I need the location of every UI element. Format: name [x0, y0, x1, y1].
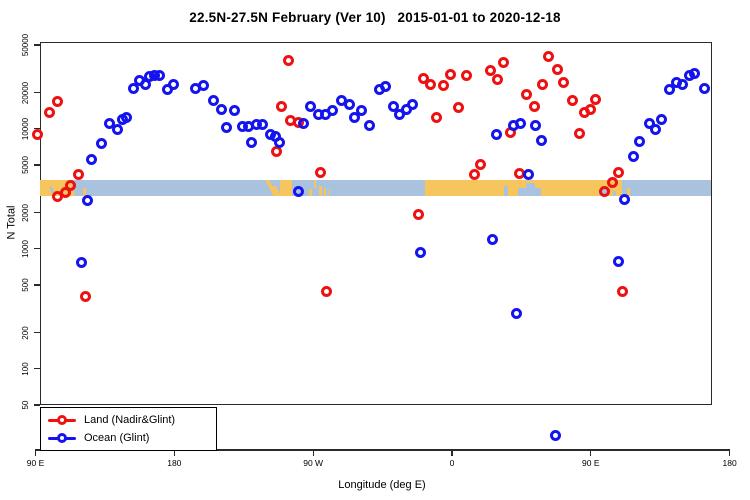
x-tick-label: 90 E: [26, 458, 45, 468]
legend-box: Land (Nadir&Glint) Ocean (Glint): [40, 407, 217, 451]
legend-item-ocean: Ocean (Glint): [48, 430, 216, 446]
y-tick-label: 200: [21, 326, 30, 340]
x-axis-line: [35, 449, 730, 452]
y-tick-label: 500: [21, 278, 30, 292]
y-tick-label: 20000: [21, 81, 30, 104]
x-tick-label: 90 W: [303, 458, 324, 468]
x-tick-label: 180: [167, 458, 182, 468]
plot-area: [40, 42, 712, 405]
y-tick-label: 100: [21, 362, 30, 376]
ocean-data-point: [549, 429, 561, 441]
x-tick-label: 0: [449, 458, 455, 468]
x-tick-label: 180: [722, 458, 737, 468]
legend-label-land: Land (Nadir&Glint): [84, 414, 176, 426]
y-tick-label: 10000: [21, 117, 30, 140]
chart-title: 22.5N-27.5N February (Ver 10) 2015-01-01…: [189, 10, 561, 25]
legend-label-ocean: Ocean (Glint): [84, 432, 150, 444]
y-tick-label: 5000: [21, 156, 30, 174]
y-tick-label: 1000: [21, 239, 30, 258]
x-axis-title: Longitude (deg E): [338, 479, 426, 491]
y-tick-label: 2000: [21, 203, 30, 222]
y-axis-title: N Total: [5, 205, 18, 240]
ocean-marker-icon: [48, 432, 76, 444]
land-marker-icon: [48, 414, 76, 426]
legend-item-land: Land (Nadir&Glint): [48, 412, 216, 428]
y-tick-label: 50: [21, 400, 30, 410]
x-tick-label: 90 E: [582, 458, 600, 468]
